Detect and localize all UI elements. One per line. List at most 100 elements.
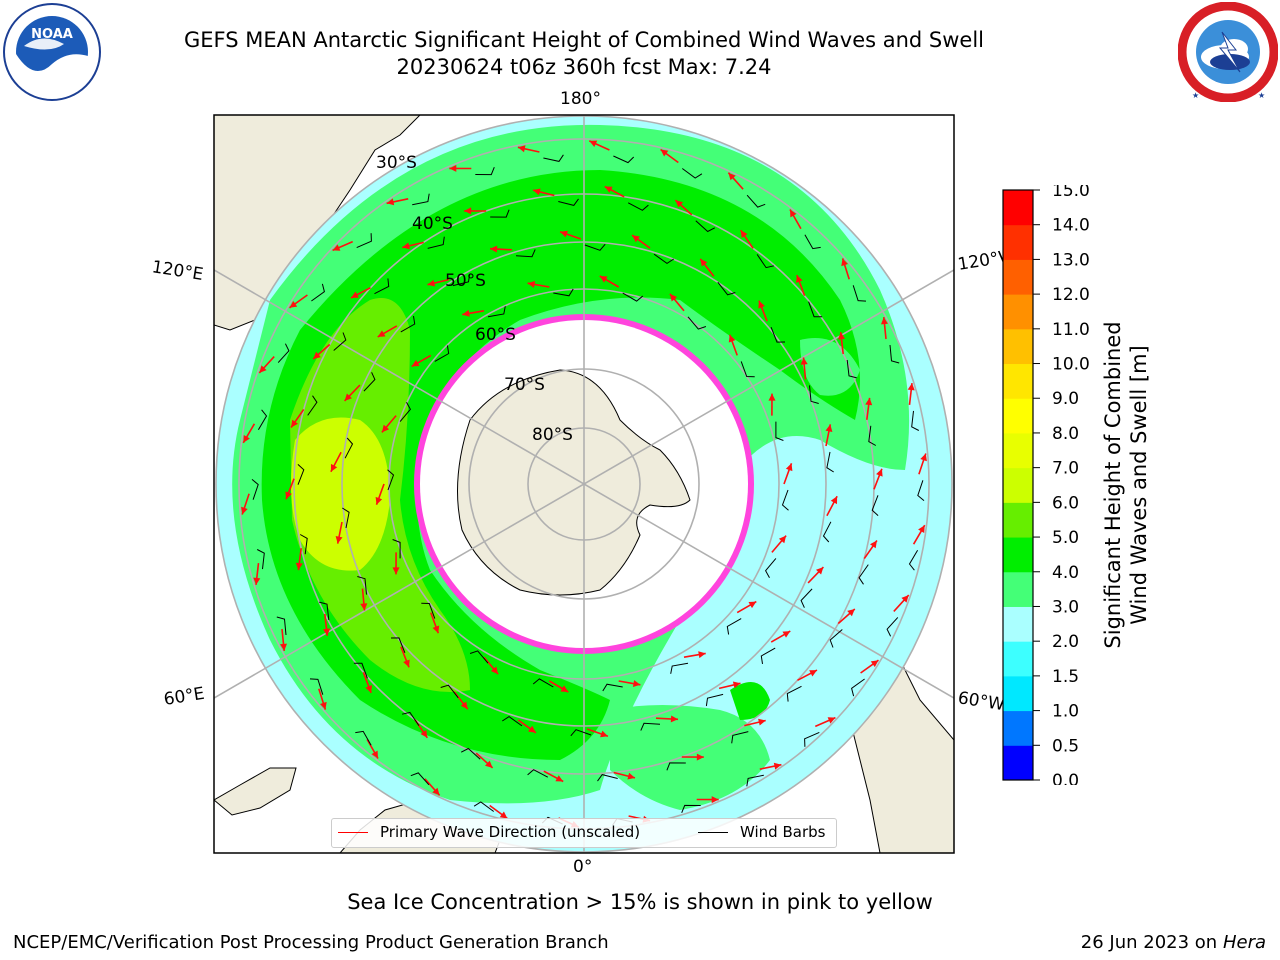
wind-barb <box>726 618 742 635</box>
wave-arrow-head <box>918 525 925 533</box>
wave-arrow-head <box>403 659 410 668</box>
wind-barb <box>764 558 777 578</box>
wave-arrow-head <box>604 186 613 193</box>
wave-arrow-head <box>330 463 338 472</box>
nws-logo: ★ ★ <box>1178 2 1278 102</box>
wave-arrow-head <box>778 535 787 544</box>
noaa-logo-text: NOAA <box>31 27 73 42</box>
wind-barb <box>353 662 368 679</box>
lat-label-70s: 70°S <box>504 375 545 395</box>
wind-barb <box>399 402 412 422</box>
wind-barb <box>804 234 821 250</box>
legend-swatch-wind <box>698 832 728 833</box>
wave-arrow-head <box>335 536 343 544</box>
colorbar-label-line2: Wind Waves and Swell [m] <box>1127 345 1151 625</box>
colorbar-block <box>1003 502 1033 538</box>
wave-arrow-head <box>499 811 508 819</box>
wave-arrow-head <box>332 244 341 251</box>
wind-barb <box>473 801 494 812</box>
wave-arrow-head <box>411 359 420 367</box>
wave-arrow-head <box>847 609 855 617</box>
wind-barb <box>705 693 724 707</box>
wind-barb <box>760 647 776 664</box>
wind-barb <box>731 731 749 744</box>
wind-barb <box>427 236 445 249</box>
lat-label-60s: 60°S <box>475 325 516 345</box>
colorbar-block <box>1003 606 1033 642</box>
wind-barb <box>502 715 523 727</box>
wave-arrow-head <box>796 275 803 283</box>
wave-arrow-head <box>881 317 888 325</box>
land-antarctica <box>457 369 691 596</box>
wind-barb <box>412 193 430 206</box>
colorbar-block <box>1003 537 1033 573</box>
wave-arrow-head <box>907 383 915 391</box>
wind-barb <box>515 249 536 258</box>
wave-arrow-head <box>732 681 741 689</box>
colorbar-block <box>1003 363 1033 399</box>
wave-arrow-head <box>773 762 782 770</box>
legend-item-wave-direction: Primary Wave Direction (unscaled) <box>338 823 640 841</box>
wind-barb <box>475 167 495 176</box>
wind-barb <box>852 285 867 302</box>
wave-arrow-head <box>351 291 359 298</box>
wave-arrow-head <box>758 300 765 309</box>
wave-arrow-head <box>876 468 883 477</box>
wave-arrow-head <box>728 172 736 181</box>
wave-arrow-head <box>527 281 536 288</box>
colorbar-block <box>1003 294 1033 330</box>
wind-barb <box>374 278 390 295</box>
wind-barb <box>387 469 395 491</box>
wind-barb <box>809 385 819 404</box>
wind-barb <box>392 539 401 559</box>
colorbar-tick-label: 11.0 <box>1052 320 1090 340</box>
wind-barb <box>527 769 549 778</box>
colorbar-tick-label: 5.0 <box>1052 528 1079 548</box>
wind-barb <box>256 549 265 570</box>
wind-barb <box>309 678 324 695</box>
wave-arrow-head <box>432 625 440 634</box>
legend-swatch-wave <box>338 832 368 833</box>
colorbar-block <box>1003 467 1033 503</box>
wind-barb <box>653 253 674 265</box>
wave-arrow-head <box>289 300 298 308</box>
wave-arrow-head <box>675 200 683 208</box>
wind-barb <box>311 283 325 302</box>
wind-barb <box>666 762 686 771</box>
wave-arrow-head <box>838 332 845 340</box>
wind-barb <box>746 774 764 787</box>
wave-arrow-head <box>460 701 468 710</box>
wind-barb <box>558 198 579 206</box>
wind-barb <box>597 774 618 782</box>
wave-arrow-head <box>432 787 440 796</box>
wind-barb <box>251 479 259 500</box>
wind-barb <box>613 155 635 164</box>
colorbar-block <box>1003 328 1033 365</box>
colorbar-tick-label: 15.0 <box>1052 185 1090 201</box>
wave-arrow-head <box>285 491 292 500</box>
wind-barb <box>490 209 510 218</box>
colorbar-tick-label: 2.0 <box>1052 632 1079 652</box>
wind-barb <box>401 711 420 726</box>
footer-date-text: 26 Jun 2023 on <box>1080 932 1218 953</box>
wave-arrow-head <box>253 577 261 585</box>
footer-branch: NCEP/EMC/Verification Post Processing Pr… <box>13 932 609 953</box>
colorbar-block <box>1003 675 1033 712</box>
footer-date: 26 Jun 2023 on Hera <box>1081 932 1266 953</box>
colorbar-tick-label: 7.0 <box>1052 459 1079 479</box>
wave-arrow-head <box>632 235 640 243</box>
wind-barb <box>570 729 592 737</box>
wind-barb <box>307 395 318 416</box>
wave-arrow-head <box>323 628 330 636</box>
wave-arrow-head <box>560 685 569 692</box>
wave-arrow-head <box>589 140 598 147</box>
colorbar-block <box>1003 259 1033 295</box>
wave-arrow-head <box>485 760 493 768</box>
wind-barb <box>886 617 899 637</box>
wind-barb <box>851 678 865 697</box>
wind-barb <box>553 288 574 297</box>
wind-barb <box>410 772 430 786</box>
wave-arrow-head <box>402 242 410 250</box>
wind-barb <box>871 495 879 516</box>
colorbar-tick-label: 0.0 <box>1052 771 1079 785</box>
